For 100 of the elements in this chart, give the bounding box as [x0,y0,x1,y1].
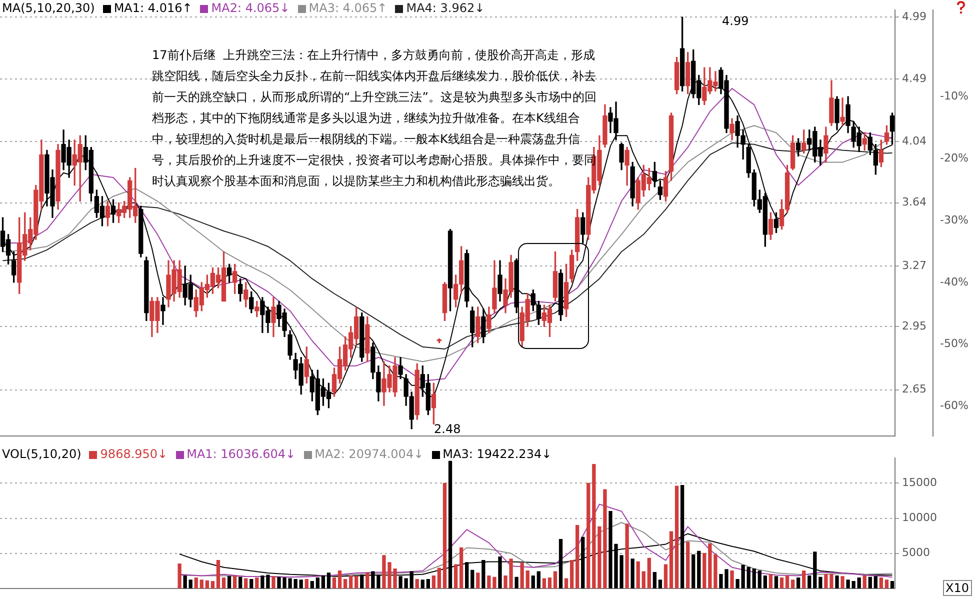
bar [780,578,784,588]
bar [796,578,800,588]
y2-tick-label: -20% [940,151,968,164]
bar [200,580,204,588]
legend-label: MA3: 4.065↑ [308,1,388,15]
bar [272,576,276,588]
bar [884,580,889,588]
bar [758,570,762,588]
bar [697,550,701,588]
bar [818,576,822,588]
bar [658,580,662,588]
y-tick-label: 2.95 [902,319,926,332]
bar [442,482,447,588]
bar [702,553,706,588]
bar [642,571,646,588]
y2-tick-label: -30% [940,213,968,226]
bar [183,575,187,588]
bar [437,568,442,588]
y-tick-label: 4.49 [902,72,926,86]
legend-title: MA(5,10,20,30) [2,1,95,15]
bar [785,575,790,588]
bar [188,580,192,588]
bar [664,564,668,588]
y2-tick-label: -60% [940,399,968,412]
y-tick-label: 15000 [902,476,937,490]
bar [835,575,839,588]
bar [514,576,518,588]
legend-label: MA1: 4.016↑ [114,1,192,15]
y-tick-label: 4.04 [902,134,926,148]
bar [879,578,884,588]
bar [790,580,795,588]
bar [692,554,696,588]
bar [227,576,232,588]
y-tick-label: 10000 [902,511,937,524]
bar [868,576,872,588]
bar [178,564,182,588]
bar [774,576,778,588]
y-tick-label: 2.65 [902,382,926,396]
y2-tick-label: -50% [940,337,968,350]
bar [686,542,690,588]
bar [420,580,424,588]
legend-title: VOL(5,10,20) [2,447,82,461]
bar [647,558,651,588]
bar [625,524,629,588]
bar [470,570,474,588]
bar [366,572,370,588]
legend-label: MA2: 20974.004↓ [314,447,424,461]
legend-label: 9868.950↓ [100,447,168,461]
bar [255,578,259,588]
bar [746,567,750,588]
bar [415,578,419,588]
bar [476,572,480,588]
y-tick-label: 3.64 [902,196,926,209]
bar [304,578,308,588]
bar [520,562,524,588]
bar [730,570,734,588]
bar [890,581,894,588]
legend-label: MA3: 19422.234↓ [442,447,552,461]
annotation: 4.99 [722,14,749,28]
bar [570,560,574,588]
annotation: 2.48 [434,422,461,436]
bar [652,572,657,588]
candlestick [840,98,845,126]
bar [840,576,844,588]
legend-label: MA2: 4.065↓ [211,1,290,15]
bar [669,531,674,588]
bar [343,578,348,588]
y-tick-label: 3.27 [902,258,926,272]
bar [454,564,458,588]
bar [459,547,464,588]
bar [348,575,353,588]
bar [432,575,436,588]
bar [576,524,580,588]
y2-tick-label: -40% [940,275,968,288]
bar [802,570,806,588]
bar [763,575,767,588]
bar [592,464,596,588]
bar [536,571,540,588]
bar [553,571,558,588]
bar [636,561,640,588]
bar [526,570,530,588]
bar [548,578,552,588]
bar [426,578,430,588]
bar [531,575,535,588]
bar [862,575,866,588]
bar [222,578,226,588]
bar [250,578,254,588]
bar [674,486,679,588]
bar [310,581,314,588]
legend-label: MA1: 16036.604↓ [186,447,296,461]
bar [332,578,336,588]
bar [586,482,590,588]
bar [238,576,242,588]
y-tick-label: 4.99 [902,10,926,23]
bar [630,558,634,588]
bar [232,575,237,588]
bar [338,570,342,588]
bar [857,578,861,588]
bar [752,568,756,588]
bar [299,580,303,588]
